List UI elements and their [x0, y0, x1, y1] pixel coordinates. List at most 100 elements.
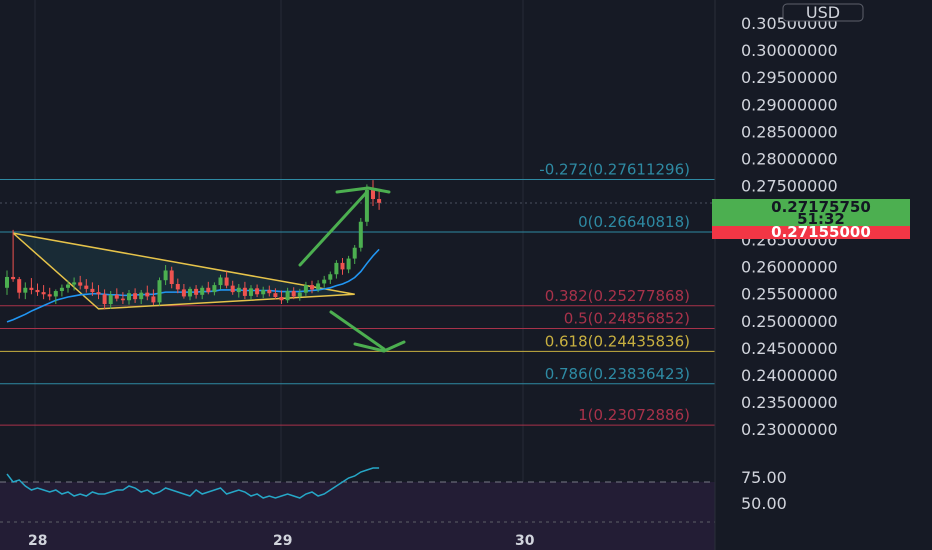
rsi-band — [0, 482, 715, 550]
candle-body — [334, 262, 339, 275]
candle-body — [310, 285, 314, 290]
candle-body — [224, 277, 229, 286]
fib-level-label: 0.5(0.24856852) — [564, 310, 690, 328]
current-price-tag-box — [712, 199, 910, 226]
candle-body — [358, 221, 363, 248]
price-label: 0.25500000 — [741, 285, 838, 304]
projection-arrows[interactable] — [298, 186, 406, 353]
currency-badge[interactable]: USD — [782, 3, 864, 22]
fib-level-label: -0.272(0.27611296) — [539, 160, 690, 178]
candle-body — [273, 293, 278, 297]
price-label: 0.26000000 — [741, 258, 838, 277]
candle-body — [297, 292, 302, 297]
candle-body — [23, 287, 28, 293]
candle-body — [181, 289, 186, 297]
candle-body — [230, 285, 235, 293]
rsi-pane — [0, 467, 715, 550]
candle-body — [194, 288, 199, 295]
candle-body — [11, 276, 16, 280]
candle-body — [78, 282, 83, 286]
candle-body — [29, 287, 34, 290]
price-axis[interactable]: 0.305000000.300000000.295000000.29000000… — [741, 14, 838, 439]
price-label: 0.23000000 — [741, 420, 838, 439]
candle-body — [35, 289, 40, 293]
candle-body — [346, 258, 351, 270]
price-label: 0.30000000 — [741, 41, 838, 60]
candle-body — [151, 296, 156, 303]
current-price-tag: 0.27175750 51:32 — [712, 198, 910, 228]
candle-body — [188, 288, 192, 297]
vertical-gridlines — [34, 0, 524, 530]
currency-badge-label: USD — [806, 3, 840, 22]
candle-body — [291, 291, 296, 297]
prev-close-tag: 0.27155000 — [712, 223, 910, 241]
price-label: 0.25000000 — [741, 312, 838, 331]
candle-body — [47, 294, 52, 297]
candle-body — [322, 279, 327, 284]
candle-body — [66, 284, 70, 288]
candle-body — [90, 288, 95, 293]
candle-body — [242, 287, 247, 296]
candle-body — [206, 287, 211, 293]
date-label-30: 30 — [515, 533, 535, 549]
candle-body — [127, 293, 131, 301]
candle-body — [340, 262, 345, 270]
candlesticks — [5, 180, 382, 310]
candle-body — [114, 294, 119, 299]
candle-body — [212, 285, 217, 293]
down-arrow-head[interactable] — [353, 340, 406, 353]
time-axis[interactable]: 28 29 30 — [28, 533, 535, 549]
candle-body — [371, 189, 375, 200]
date-label-28: 28 — [28, 533, 47, 549]
candle-body — [261, 289, 266, 295]
price-label: 0.28500000 — [741, 122, 838, 141]
down-arrow-shaft[interactable] — [329, 310, 386, 351]
candle-body — [108, 294, 113, 305]
current-price-value: 0.27175750 — [771, 198, 871, 216]
prev-close-value: 0.27155000 — [771, 223, 871, 241]
candle-body — [120, 298, 125, 301]
candle-body — [249, 288, 253, 296]
moving-average-line — [6, 248, 380, 323]
candle-body — [72, 282, 77, 285]
fib-level-label: 0(0.26640818) — [578, 213, 690, 231]
triangle-outline[interactable] — [12, 232, 355, 310]
price-label: 0.24500000 — [741, 339, 838, 358]
candle-body — [303, 285, 308, 293]
candle-body — [96, 292, 101, 295]
candle-body — [316, 283, 321, 290]
candle-body — [200, 287, 205, 295]
price-label: 0.29500000 — [741, 68, 838, 87]
candle-body — [267, 289, 272, 294]
fib-level-label: 0.382(0.25277868) — [545, 287, 690, 305]
up-arrow-head[interactable] — [335, 186, 391, 194]
price-label: 0.23500000 — [741, 393, 838, 412]
rsi-line — [6, 467, 380, 499]
bar-countdown: 51:32 — [797, 210, 845, 228]
candle-body — [5, 276, 9, 288]
fib-level-label: 1(0.23072886) — [578, 406, 690, 424]
candle-body — [59, 287, 64, 292]
candle-body — [133, 293, 138, 300]
candle-body — [279, 296, 284, 301]
candle-body — [163, 270, 168, 281]
rsi-label-75: 75.00 — [741, 468, 787, 487]
candle-body — [175, 284, 180, 290]
price-label: 0.28000000 — [741, 149, 838, 168]
fib-level-label: 0.618(0.24435836) — [545, 332, 690, 350]
price-label: 0.27500000 — [741, 176, 838, 195]
candle-body — [145, 292, 150, 297]
candle-body — [157, 280, 162, 303]
candle-body — [169, 270, 174, 285]
currency-badge-box[interactable] — [782, 3, 864, 22]
candle-body — [218, 277, 223, 286]
candle-body — [285, 291, 290, 301]
date-label-29: 29 — [273, 533, 292, 549]
candle-body — [17, 279, 22, 293]
candle-body — [352, 247, 357, 259]
up-arrow-shaft[interactable] — [298, 191, 368, 267]
fib-level-label: 0.786(0.23836423) — [545, 365, 690, 383]
candle-body — [236, 287, 241, 293]
candle-body — [377, 199, 382, 203]
